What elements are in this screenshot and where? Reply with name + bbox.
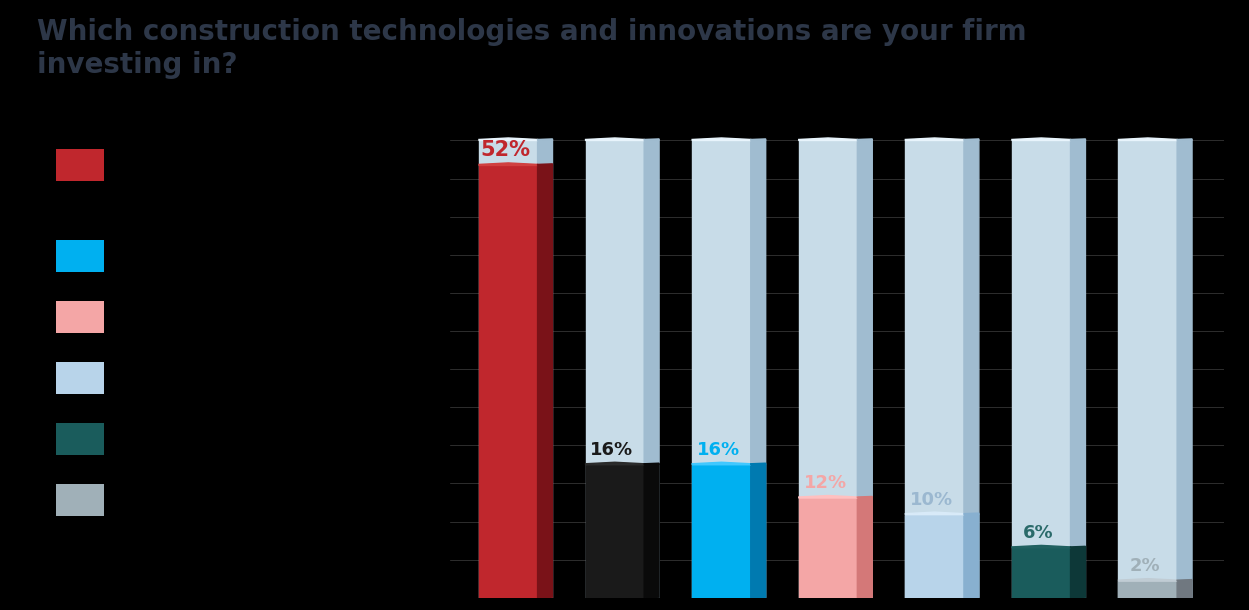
Polygon shape bbox=[1070, 140, 1085, 598]
Polygon shape bbox=[1119, 138, 1177, 140]
Polygon shape bbox=[1070, 139, 1085, 140]
Polygon shape bbox=[751, 140, 766, 598]
Text: 10%: 10% bbox=[911, 491, 953, 509]
Polygon shape bbox=[1119, 581, 1177, 598]
Polygon shape bbox=[644, 464, 659, 598]
Polygon shape bbox=[751, 464, 766, 598]
Polygon shape bbox=[692, 140, 751, 598]
Polygon shape bbox=[857, 497, 872, 598]
Polygon shape bbox=[1012, 138, 1070, 140]
Polygon shape bbox=[857, 140, 872, 598]
Polygon shape bbox=[537, 139, 552, 140]
Polygon shape bbox=[906, 512, 964, 515]
Polygon shape bbox=[857, 139, 872, 140]
Polygon shape bbox=[1070, 547, 1085, 548]
Polygon shape bbox=[1012, 545, 1070, 548]
Polygon shape bbox=[798, 140, 857, 598]
Polygon shape bbox=[478, 165, 537, 598]
Text: 12%: 12% bbox=[803, 474, 847, 492]
Text: 52%: 52% bbox=[481, 140, 531, 160]
Polygon shape bbox=[906, 138, 964, 140]
Polygon shape bbox=[964, 514, 979, 598]
Polygon shape bbox=[586, 465, 644, 598]
Text: 16%: 16% bbox=[591, 441, 633, 459]
Polygon shape bbox=[1119, 579, 1177, 581]
Polygon shape bbox=[964, 139, 979, 140]
Polygon shape bbox=[1177, 581, 1192, 598]
Polygon shape bbox=[857, 497, 872, 498]
Polygon shape bbox=[692, 462, 751, 465]
Polygon shape bbox=[537, 165, 552, 598]
Polygon shape bbox=[537, 140, 552, 598]
Polygon shape bbox=[751, 139, 766, 140]
Polygon shape bbox=[644, 140, 659, 598]
Polygon shape bbox=[964, 140, 979, 598]
Polygon shape bbox=[644, 463, 659, 465]
Polygon shape bbox=[586, 138, 644, 140]
Polygon shape bbox=[644, 139, 659, 140]
Polygon shape bbox=[478, 138, 537, 140]
Polygon shape bbox=[692, 138, 751, 140]
Polygon shape bbox=[1177, 580, 1192, 581]
Polygon shape bbox=[1119, 140, 1177, 598]
Polygon shape bbox=[586, 140, 644, 598]
Text: Which construction technologies and innovations are your firm
investing in?: Which construction technologies and inno… bbox=[37, 18, 1027, 79]
Polygon shape bbox=[964, 513, 979, 515]
Text: 16%: 16% bbox=[697, 441, 741, 459]
Polygon shape bbox=[798, 138, 857, 140]
Polygon shape bbox=[1012, 548, 1070, 598]
Polygon shape bbox=[1177, 140, 1192, 598]
Polygon shape bbox=[798, 495, 857, 498]
Polygon shape bbox=[1012, 140, 1070, 598]
Text: 6%: 6% bbox=[1023, 524, 1054, 542]
Polygon shape bbox=[692, 465, 751, 598]
Polygon shape bbox=[478, 140, 537, 598]
Polygon shape bbox=[478, 163, 537, 165]
Polygon shape bbox=[798, 498, 857, 598]
Text: 2%: 2% bbox=[1129, 558, 1160, 575]
Polygon shape bbox=[906, 140, 964, 598]
Polygon shape bbox=[1177, 139, 1192, 140]
Polygon shape bbox=[537, 164, 552, 165]
Polygon shape bbox=[586, 462, 644, 465]
Polygon shape bbox=[751, 463, 766, 465]
Polygon shape bbox=[1070, 547, 1085, 598]
Polygon shape bbox=[906, 515, 964, 598]
